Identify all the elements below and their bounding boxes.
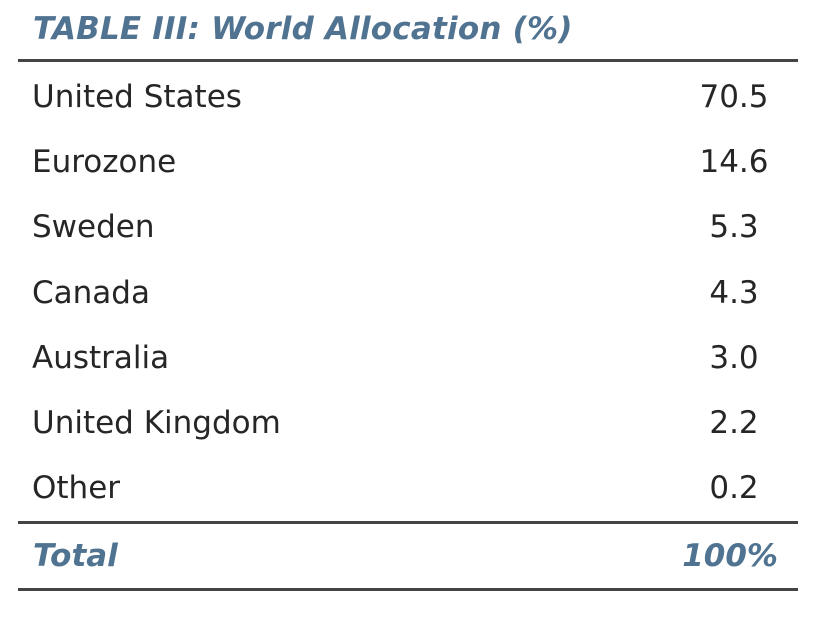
row-value: 4.3 xyxy=(709,274,759,311)
row-label: Australia xyxy=(32,339,170,376)
total-value: 100% xyxy=(682,538,778,575)
row-label: United States xyxy=(32,78,242,115)
table-row: Sweden 5.3 xyxy=(18,195,798,260)
table-row: Eurozone 14.6 xyxy=(18,129,798,194)
row-label: Sweden xyxy=(32,209,155,246)
row-label: Eurozone xyxy=(32,143,177,180)
row-label: Canada xyxy=(32,274,150,311)
row-label: Other xyxy=(32,470,121,507)
table-row: Other 0.2 xyxy=(18,456,798,521)
table-row: Australia 3.0 xyxy=(18,325,798,390)
total-label: Total xyxy=(33,538,118,575)
row-value: 2.2 xyxy=(709,405,759,442)
table-body: United States 70.5 Eurozone 14.6 Sweden … xyxy=(18,62,798,521)
row-value: 70.5 xyxy=(699,78,769,115)
table-title: TABLE III: World Allocation (%) xyxy=(18,0,798,62)
table-row: Canada 4.3 xyxy=(18,260,798,325)
row-value: 3.0 xyxy=(709,339,759,376)
row-label: United Kingdom xyxy=(32,405,281,442)
allocation-table: TABLE III: World Allocation (%) United S… xyxy=(18,0,798,592)
table-row: United States 70.5 xyxy=(18,64,798,129)
row-value: 0.2 xyxy=(709,470,759,507)
row-value: 14.6 xyxy=(699,143,769,180)
row-value: 5.3 xyxy=(709,209,759,246)
table-row: United Kingdom 2.2 xyxy=(18,390,798,455)
total-row: Total 100% xyxy=(18,521,798,592)
